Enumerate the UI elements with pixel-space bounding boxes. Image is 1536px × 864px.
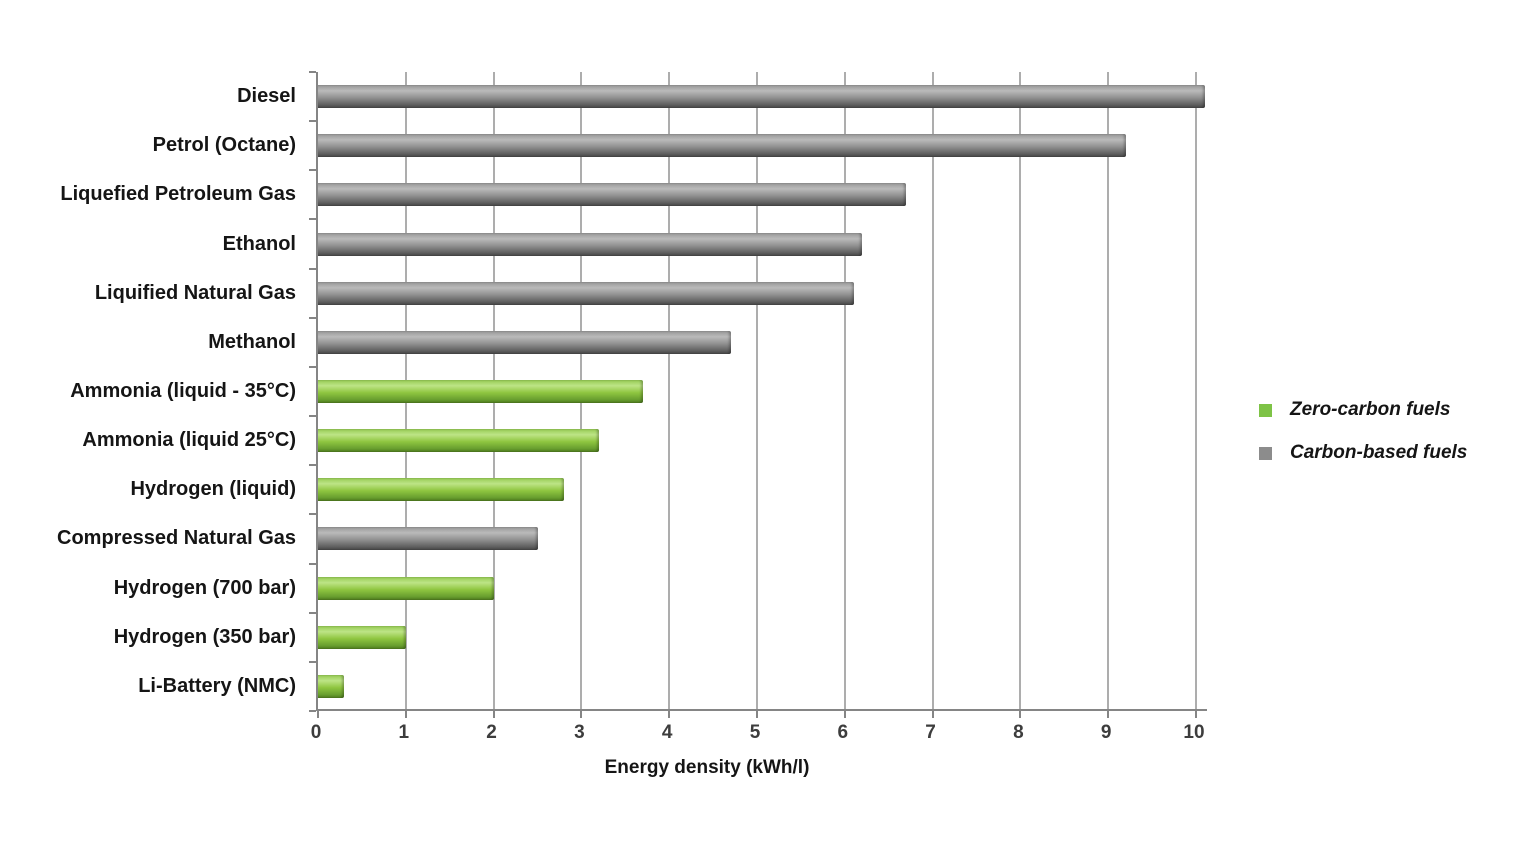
- category-axis-tick: [309, 710, 316, 712]
- legend-swatch-carbon-based-icon: [1259, 446, 1272, 460]
- x-axis-tick: [1195, 711, 1197, 718]
- category-axis-tick: [309, 513, 316, 515]
- category-label: Hydrogen (350 bar): [113, 625, 296, 648]
- category-label: Compressed Natural Gas: [57, 527, 296, 550]
- category-label: Li-Battery (NMC): [138, 674, 296, 697]
- gridline: [843, 72, 846, 709]
- category-label: Hydrogen (liquid): [130, 478, 296, 501]
- x-tick-label: 3: [574, 722, 585, 743]
- bar: [318, 134, 1126, 158]
- bar: [318, 625, 406, 649]
- bar: [318, 527, 538, 551]
- x-axis-tick: [1107, 711, 1110, 718]
- x-tick-label: 5: [749, 722, 761, 743]
- bar: [318, 380, 643, 403]
- gridline: [1107, 72, 1110, 709]
- category-label: Liquefied Petroleum Gas: [60, 183, 296, 206]
- category-label: Ethanol: [222, 232, 296, 255]
- category-axis-tick: [309, 563, 316, 565]
- category-axis-tick: [309, 415, 316, 417]
- category-axis-tick: [309, 71, 316, 73]
- category-label: Diesel: [237, 85, 296, 108]
- x-tick-label: 9: [1100, 722, 1112, 743]
- bar: [318, 232, 863, 256]
- x-tick-label: 2: [486, 722, 497, 743]
- gridline: [756, 72, 758, 709]
- bar: [318, 281, 854, 305]
- x-axis-tick: [756, 711, 758, 718]
- x-tick-label: 10: [1183, 722, 1205, 743]
- x-tick-label: 7: [925, 722, 936, 743]
- legend-label-zero-carbon: Zero-carbon fuels: [1290, 399, 1451, 420]
- category-axis-tick: [309, 366, 316, 368]
- x-axis-tick: [668, 711, 671, 718]
- category-axis-tick: [309, 268, 316, 270]
- bar: [318, 576, 494, 600]
- legend-item-carbon-based: Carbon-based fuels: [1259, 440, 1467, 466]
- category-axis-tick: [309, 218, 316, 220]
- x-axis-tick: [404, 711, 407, 718]
- gridline: [1195, 72, 1197, 709]
- x-tick-label: 6: [837, 722, 849, 743]
- x-axis-title: Energy density (kWh/l): [604, 757, 810, 778]
- legend-label-carbon-based: Carbon-based fuels: [1290, 442, 1468, 463]
- x-axis-tick: [317, 711, 319, 718]
- category-axis-tick: [309, 464, 316, 466]
- category-axis-tick: [309, 120, 316, 122]
- bar: [318, 429, 599, 453]
- x-axis-tick: [492, 711, 495, 718]
- category-label: Petrol (Octane): [152, 134, 296, 157]
- category-label: Liquified Natural Gas: [94, 281, 296, 304]
- gridline: [1019, 72, 1022, 709]
- category-label: Methanol: [208, 330, 296, 353]
- x-tick-label: 4: [661, 722, 673, 743]
- x-tick-label: 8: [1013, 722, 1024, 743]
- bar: [318, 478, 564, 502]
- x-axis-tick: [580, 711, 583, 718]
- bar: [318, 330, 731, 354]
- bar: [318, 85, 1205, 109]
- x-axis-tick: [931, 711, 934, 718]
- legend: Zero-carbon fuels Carbon-based fuels: [1259, 397, 1467, 483]
- x-axis-tick: [1019, 711, 1022, 718]
- legend-item-zero-carbon: Zero-carbon fuels: [1259, 397, 1467, 423]
- gridline: [668, 72, 671, 709]
- legend-swatch-zero-carbon-icon: [1259, 403, 1272, 417]
- category-axis-tick: [309, 661, 316, 663]
- category-axis-labels: Diesel Petrol (Octane) Liquefied Petroleum…: [0, 72, 306, 711]
- plot-area: [309, 71, 1207, 718]
- x-tick-label: 0: [310, 722, 322, 743]
- category-label: Ammonia (liquid 25°C): [82, 429, 296, 452]
- gridline: [931, 72, 934, 709]
- x-tick-label: 1: [398, 722, 410, 743]
- x-axis-tick-labels: 0 1 2 3 4 5 6 7 8 9 10: [311, 722, 1207, 748]
- category-axis-tick: [309, 612, 316, 614]
- category-axis-tick: [309, 169, 316, 171]
- category-label: Hydrogen (700 bar): [113, 576, 296, 599]
- category-axis-tick: [309, 317, 316, 319]
- bar: [318, 183, 907, 207]
- x-axis-tick: [843, 711, 846, 718]
- category-label: Ammonia (liquid - 35°C): [70, 379, 296, 402]
- bar: [318, 674, 345, 698]
